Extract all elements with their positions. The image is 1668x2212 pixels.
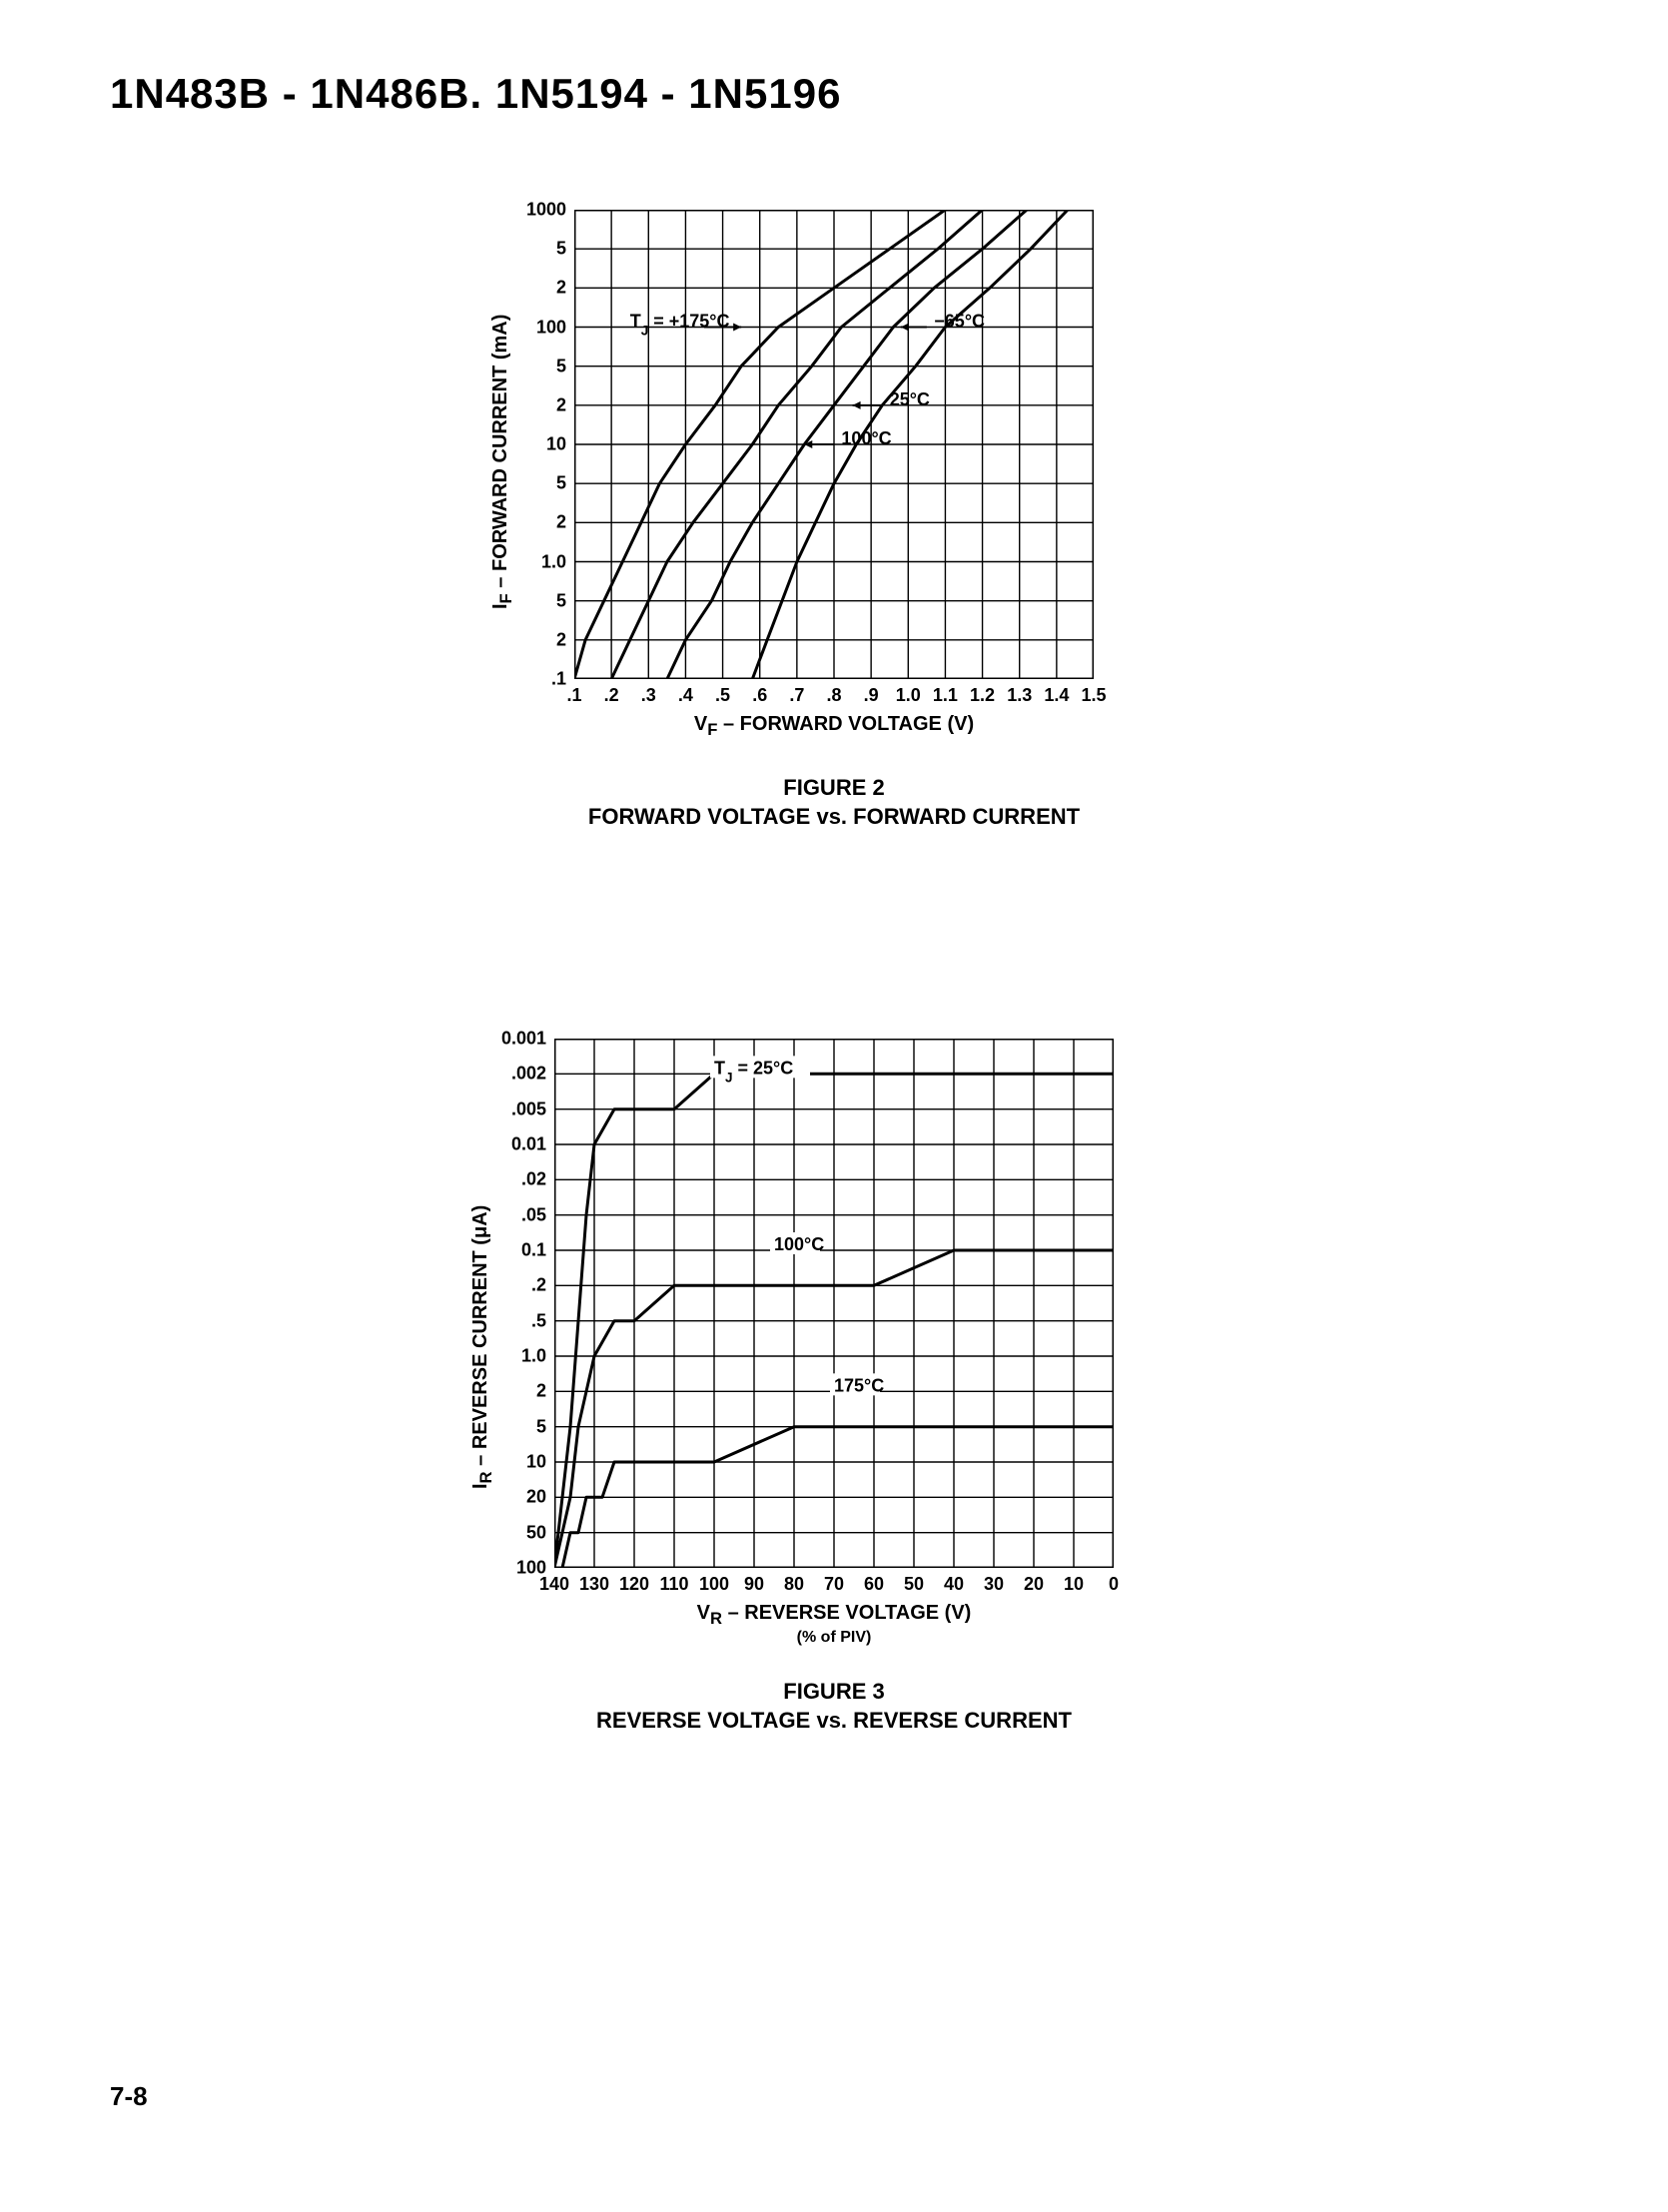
- page-number: 7-8: [110, 2081, 148, 2112]
- figure-2-chart: TJ = +175°C100°C25°C−65°C IF – FORWARD C…: [574, 210, 1094, 679]
- figure-3-svg: TJ = 25°C100°C175°C: [554, 1039, 1114, 1568]
- figure-2-caption: FIGURE 2 FORWARD VOLTAGE vs. FORWARD CUR…: [0, 774, 1668, 831]
- svg-text:25°C: 25°C: [890, 389, 930, 409]
- datasheet-page: 1N483B - 1N486B. 1N5194 - 1N5196 TJ = +1…: [0, 0, 1668, 2212]
- svg-text:−65°C: −65°C: [934, 312, 985, 332]
- figure-3-block: TJ = 25°C100°C175°C IR – REVERSE CURRENT…: [0, 1039, 1668, 1735]
- figure-2-caption-line2: FORWARD VOLTAGE vs. FORWARD CURRENT: [588, 804, 1080, 829]
- figure-2-svg: TJ = +175°C 100°C 25°C −65°C: [574, 210, 1094, 679]
- figure-2-y-axis-label: IF – FORWARD CURRENT (mA): [489, 314, 516, 608]
- svg-text:100°C: 100°C: [841, 428, 891, 448]
- svg-text:175°C: 175°C: [834, 1375, 884, 1395]
- figure-3-caption-line2: REVERSE VOLTAGE vs. REVERSE CURRENT: [596, 1708, 1072, 1733]
- figure-3-chart: TJ = 25°C100°C175°C IR – REVERSE CURRENT…: [554, 1039, 1114, 1568]
- figure-3-y-axis-label: IR – REVERSE CURRENT (μA): [469, 1204, 496, 1488]
- figure-2-caption-line1: FIGURE 2: [783, 775, 884, 800]
- figure-2-x-axis-label: VF – FORWARD VOLTAGE (V): [694, 713, 974, 740]
- figure-3-caption: FIGURE 3 REVERSE VOLTAGE vs. REVERSE CUR…: [0, 1678, 1668, 1735]
- svg-text:TJ = +175°C: TJ = +175°C: [630, 312, 730, 339]
- svg-text:100°C: 100°C: [774, 1234, 824, 1254]
- figure-3-x-axis-label: VR – REVERSE VOLTAGE (V)(% of PIV): [697, 1602, 972, 1647]
- page-title: 1N483B - 1N486B. 1N5194 - 1N5196: [110, 70, 841, 118]
- figure-3-caption-line1: FIGURE 3: [783, 1679, 884, 1704]
- figure-2-block: TJ = +175°C 100°C 25°C −65°C IF – FORWARD C…: [0, 210, 1668, 831]
